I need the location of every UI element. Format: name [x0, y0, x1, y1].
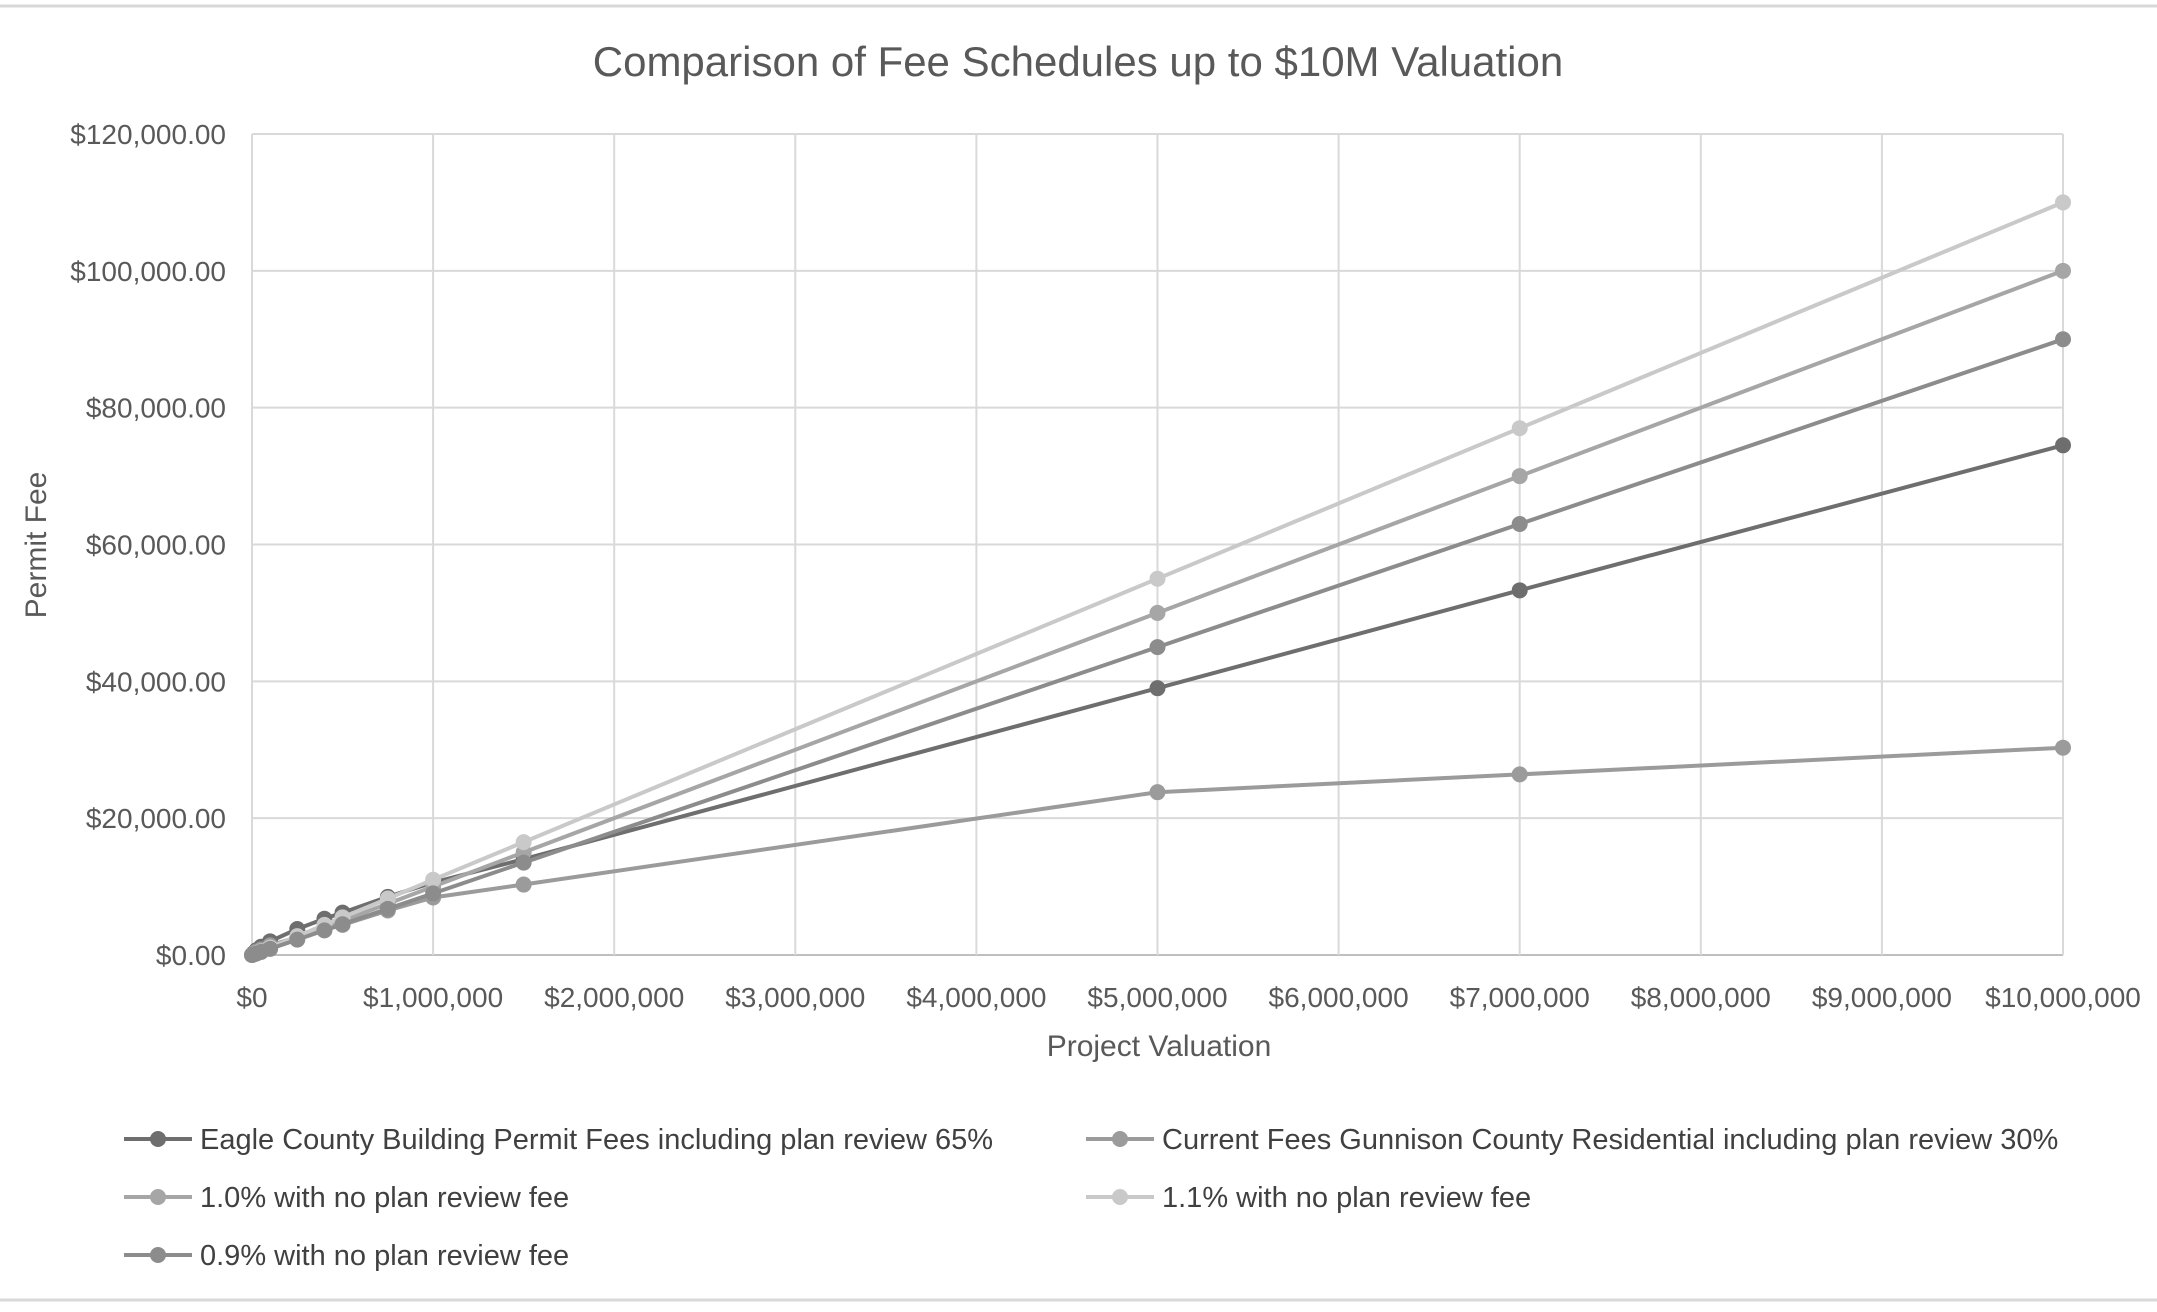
x-tick-label: $6,000,000 [1269, 982, 1409, 1013]
data-point-series-3 [1511, 468, 1528, 485]
data-point-series-2 [2055, 739, 2071, 756]
y-tick-label: $100,000.00 [70, 256, 226, 287]
data-point-series-4 [425, 871, 442, 888]
data-point-series-2 [1149, 784, 1166, 801]
data-point-series-5 [425, 885, 442, 902]
x-tick-label: $9,000,000 [1812, 982, 1952, 1013]
data-point-series-3 [2055, 262, 2071, 279]
x-tick-label: $2,000,000 [544, 982, 684, 1013]
data-point-series-3 [1149, 604, 1166, 621]
legend: Eagle County Building Permit Fees includ… [124, 1124, 2058, 1272]
data-point-series-5 [515, 854, 532, 871]
x-tick-label: $7,000,000 [1450, 982, 1590, 1013]
legend-label-2: Current Fees Gunnison County Residential… [1162, 1124, 2058, 1156]
chart-title: Comparison of Fee Schedules up to $10M V… [593, 38, 1563, 85]
data-point-series-5 [2055, 331, 2071, 348]
series-layer [244, 194, 2071, 963]
legend-marker-1 [150, 1131, 166, 1147]
legend-label-4: 1.1% with no plan review fee [1162, 1182, 1531, 1214]
data-point-series-4 [2055, 194, 2071, 211]
data-point-series-4 [1149, 570, 1166, 587]
y-tick-label: $0.00 [156, 940, 226, 971]
data-point-series-1 [1149, 680, 1166, 697]
x-tick-label: $3,000,000 [725, 982, 865, 1013]
y-tick-label: $120,000.00 [70, 119, 226, 150]
data-point-series-5 [289, 931, 306, 948]
data-point-series-5 [1511, 515, 1528, 532]
data-point-series-1 [1511, 582, 1528, 599]
data-point-series-2 [1511, 766, 1528, 783]
x-tick-label: $4,000,000 [906, 982, 1046, 1013]
data-point-series-4 [1511, 420, 1528, 437]
y-tick-label: $40,000.00 [86, 666, 226, 697]
data-point-series-2 [515, 876, 532, 893]
legend-label-3: 1.0% with no plan review fee [200, 1182, 569, 1214]
data-point-series-5 [1149, 639, 1166, 656]
x-tick-label: $10,000,000 [1985, 982, 2141, 1013]
data-point-series-5 [334, 916, 351, 933]
legend-marker-4 [1112, 1189, 1128, 1205]
x-tick-label: $0 [236, 982, 267, 1013]
x-tick-label: $5,000,000 [1087, 982, 1227, 1013]
data-point-series-1 [2055, 437, 2071, 454]
legend-marker-3 [150, 1189, 166, 1205]
legend-label-5: 0.9% with no plan review fee [200, 1240, 569, 1272]
y-tick-label: $80,000.00 [86, 393, 226, 424]
x-axis-label: Project Valuation [1047, 1030, 1272, 1063]
legend-marker-5 [150, 1247, 166, 1263]
data-point-series-5 [316, 922, 333, 939]
x-tick-label: $1,000,000 [363, 982, 503, 1013]
legend-label-1: Eagle County Building Permit Fees includ… [200, 1124, 993, 1156]
legend-marker-2 [1112, 1131, 1128, 1147]
x-tick-label: $8,000,000 [1631, 982, 1771, 1013]
data-point-series-5 [379, 900, 396, 917]
y-axis-label: Permit Fee [20, 472, 53, 619]
data-point-series-5 [262, 940, 279, 957]
y-tick-label: $60,000.00 [86, 530, 226, 561]
data-point-series-4 [515, 834, 532, 851]
axis-layer: $0.00 $20,000.00 $40,000.00 $60,000.00 $80,0… [70, 119, 2141, 1013]
y-tick-label: $20,000.00 [86, 803, 226, 834]
